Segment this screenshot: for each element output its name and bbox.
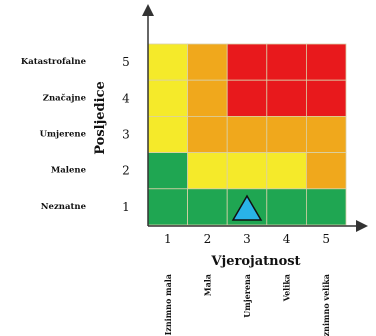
likelihood-label: Iznimno mala xyxy=(163,274,173,335)
consequence-label: Malene xyxy=(51,166,87,176)
matrix-cell xyxy=(226,43,268,81)
x-axis-numbers: 1 2 3 4 5 xyxy=(164,232,330,246)
matrix-cell xyxy=(147,188,188,226)
x-axis-labels: Iznimno mala Mala Umjerena Velika Iznimno ve… xyxy=(163,274,331,336)
matrix-cell xyxy=(187,188,228,226)
consequence-number: 2 xyxy=(122,164,130,178)
consequence-label: Značajne xyxy=(43,92,87,103)
likelihood-number: 2 xyxy=(204,232,212,246)
y-axis-title: Posljedice xyxy=(93,81,108,155)
matrix-cell xyxy=(226,152,268,190)
risk-marker-triangle xyxy=(231,194,263,221)
matrix-cell xyxy=(305,188,347,226)
consequence-label: Neznatne xyxy=(41,202,87,212)
likelihood-number: 4 xyxy=(283,232,291,246)
matrix-cell xyxy=(187,116,228,154)
matrix-cell xyxy=(226,116,268,154)
matrix-cell xyxy=(187,43,228,81)
matrix-cell xyxy=(187,152,228,190)
consequence-label: Umjerene xyxy=(40,130,87,140)
consequence-number: 4 xyxy=(122,91,130,105)
likelihood-label: Umjerena xyxy=(242,274,252,318)
likelihood-label: Iznimno velika xyxy=(321,274,331,336)
consequence-label: Katastrofalne xyxy=(21,57,87,67)
matrix-cell xyxy=(266,188,307,226)
matrix-cell xyxy=(147,116,188,154)
matrix-cell xyxy=(266,116,307,154)
matrix-cell xyxy=(266,79,307,117)
matrix-cell xyxy=(147,152,188,190)
x-axis-title: Vjerojatnost xyxy=(210,254,300,269)
matrix-cell xyxy=(266,152,307,190)
y-axis-labels: Katastrofalne 5 Značajne 4 Umjerene 3 Malene 2 N… xyxy=(21,55,130,214)
matrix-cell xyxy=(187,79,228,117)
matrix-cell xyxy=(305,43,347,81)
consequence-number: 3 xyxy=(122,128,130,142)
likelihood-label: Mala xyxy=(202,274,212,296)
matrix-cell xyxy=(147,79,188,117)
consequence-number: 5 xyxy=(122,55,130,69)
matrix-grid xyxy=(147,43,347,226)
likelihood-number: 1 xyxy=(164,232,172,246)
matrix-cell xyxy=(305,152,347,190)
likelihood-number: 5 xyxy=(322,232,330,246)
matrix-cell xyxy=(147,43,188,81)
matrix-cell xyxy=(305,79,347,117)
likelihood-label: Velika xyxy=(282,274,292,302)
consequence-number: 1 xyxy=(122,200,130,214)
likelihood-number: 3 xyxy=(243,232,251,246)
matrix-cell xyxy=(226,79,268,117)
matrix-cell xyxy=(266,43,307,81)
matrix-cell xyxy=(305,116,347,154)
